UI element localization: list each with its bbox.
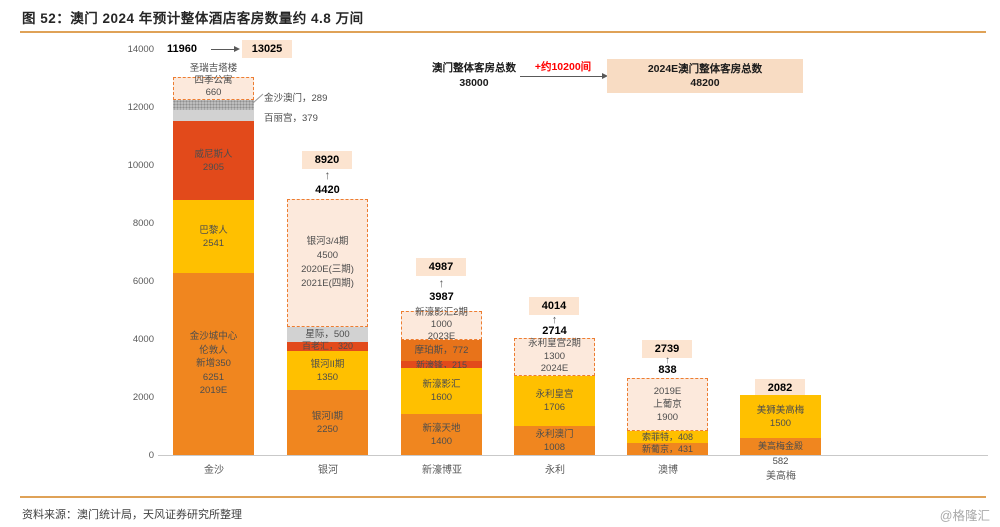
annotation-projected-label: 2024E澳门整体客房总数 — [647, 63, 763, 75]
callout-plaza: 百丽宫，379 — [264, 113, 318, 124]
y-tick-4000: 4000 — [132, 334, 154, 345]
y-tick-2000: 2000 — [132, 392, 154, 403]
annotation-projected-value: 48200 — [690, 77, 720, 89]
bar-melco-projected-total: 4987 — [416, 258, 466, 276]
melco-planned-box — [401, 311, 482, 340]
callout-leader-line — [252, 93, 264, 104]
top-divider — [20, 31, 986, 33]
segment-plaza — [173, 110, 254, 121]
segment-sofitel: 索菲特，408 — [627, 431, 708, 443]
melco-planned-label: 新濠影汇2期 1000 2023E — [415, 307, 468, 342]
bar-sjm-projected-total: 2739 — [642, 340, 692, 358]
annotation-delta: +约10200间 — [534, 61, 592, 73]
segment-city-of-dreams: 新濠天地 1400 — [401, 414, 482, 455]
source-note: 资料来源：澳门统计局，天风证券研究所整理 — [22, 509, 242, 521]
y-tick-6000: 6000 — [132, 276, 154, 287]
watermark: @格隆汇 — [939, 509, 990, 523]
sands-planned-label: 圣瑞吉塔楼 四季公寓 660 — [189, 63, 238, 98]
segment-altira: 新濠锋，215 — [401, 360, 482, 369]
y-tick-10000: 10000 — [127, 160, 154, 171]
segment-parisian: 巴黎人 2541 — [173, 200, 254, 273]
annotation-arrow — [520, 73, 608, 79]
y-tick-12000: 12000 — [127, 102, 154, 113]
x-label-mgm: 美高梅 — [766, 471, 796, 482]
segment-mgm-cotai: 美狮美高梅 1500 — [740, 395, 821, 438]
x-label-wynn: 永利 — [545, 465, 565, 476]
callout-sands-macao: 金沙澳门，289 — [264, 93, 328, 104]
segment-wynn-macau: 永利澳门 1008 — [514, 426, 595, 455]
bar-wynn-current-total: 2714 — [542, 325, 567, 337]
annotation-current-label: 澳门整体客房总数 — [432, 62, 516, 74]
segment-galaxy-phase2: 银河II期 1350 — [287, 351, 368, 390]
x-label-sjm: 澳博 — [658, 465, 678, 476]
bar-mgm-total: 2082 — [755, 379, 805, 397]
segment-cotai-central-londoner: 金沙城中心 伦敦人 新增350 6251 2019E — [173, 273, 254, 455]
segment-broadway: 百老汇，320 — [287, 342, 368, 351]
bar-galaxy-current-total: 4420 — [315, 184, 340, 196]
bottom-divider — [20, 496, 986, 498]
segment-mgm-macau: 美高梅金殿 — [740, 438, 821, 455]
bar-sands-current-total: 11960 — [167, 43, 197, 55]
wynn-planned-label: 永利皇宫2期 1300 2024E — [528, 338, 581, 375]
sjm-up-arrow-icon: ↑ — [665, 355, 670, 366]
sjm-planned-box — [627, 378, 708, 431]
annotation-current-rooms: 澳门整体客房总数 38000 — [430, 61, 518, 91]
annotation-projected-box: 2024E澳门整体客房总数 48200 — [607, 59, 803, 93]
segment-venetian: 威尼斯人 2905 — [173, 121, 254, 200]
x-axis-line — [158, 455, 988, 456]
segment-sands-macao — [173, 100, 254, 110]
bar-sands-projected-total: 13025 — [242, 40, 292, 58]
figure-title: 图 52：澳门 2024 年预计整体酒店客房数量约 4.8 万间 — [22, 11, 364, 26]
bar-wynn-projected-total: 4014 — [529, 297, 579, 315]
y-tick-8000: 8000 — [132, 218, 154, 229]
sands-planned-box — [173, 77, 254, 100]
segment-studio-city: 新濠影汇 1600 — [401, 368, 482, 414]
galaxy-planned-label: 银河3/4期 4500 2020E(三期) 2021E(四期) — [301, 236, 354, 289]
annotation-current-value: 38000 — [459, 77, 489, 89]
x-label-melco: 新濠博亚 — [422, 465, 462, 476]
melco-up-arrow-icon: ↑ — [438, 276, 445, 290]
galaxy-planned-box — [287, 199, 368, 327]
segment-morpheus: 摩珀斯，772 — [401, 340, 482, 361]
wynn-planned-box — [514, 338, 595, 376]
sjm-planned-label: 2019E 上葡京 1900 — [653, 386, 682, 423]
bar-sjm-current-total: 838 — [658, 364, 677, 376]
wynn-up-arrow-icon: ↑ — [551, 314, 558, 326]
sands-growth-arrow — [211, 46, 240, 52]
segment-grand-lisboa: 新葡京，431 — [627, 443, 708, 455]
y-tick-0: 0 — [148, 450, 154, 461]
segment-starworld: 星际，500 — [287, 327, 368, 342]
segment-galaxy-phase1: 银河I期 2250 — [287, 390, 368, 455]
galaxy-up-arrow-icon: ↑ — [324, 168, 331, 182]
y-tick-14000: 14000 — [127, 44, 154, 55]
bar-galaxy-projected-total: 8920 — [302, 151, 352, 169]
x-label-galaxy: 银河 — [318, 465, 338, 476]
mgm-macau-value-label: 582 — [772, 456, 789, 467]
bar-melco-current-total: 3987 — [429, 291, 454, 303]
segment-wynn-palace: 永利皇宫 1706 — [514, 376, 595, 426]
x-label-sands: 金沙 — [204, 465, 224, 476]
